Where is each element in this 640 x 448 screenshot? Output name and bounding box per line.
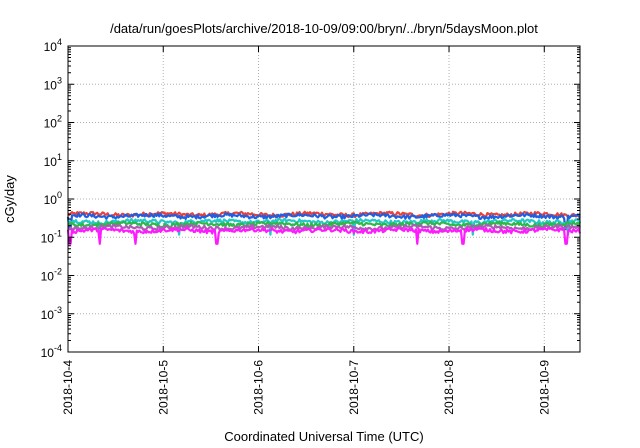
chart-title: /data/run/goesPlots/archive/2018-10-09/0… (110, 21, 538, 36)
y-tick-label: 10-2 (41, 267, 62, 284)
y-tick-label: 101 (44, 152, 62, 169)
series-line (66, 226, 582, 245)
series-layer (66, 210, 582, 245)
series-line (66, 212, 581, 231)
y-tick-label: 103 (44, 75, 62, 92)
series-line (67, 220, 581, 229)
y-tick-label: 100 (44, 190, 62, 207)
y-tick-label: 10-4 (41, 343, 62, 360)
x-tick-label: 2018-10-4 (61, 360, 75, 415)
ticks: 10-4 10-3 10-2 10-1 100 101 102 103 104 2018-10-4… (41, 37, 580, 415)
y-axis-label: cGy/day (2, 175, 17, 223)
grid (68, 46, 580, 352)
x-tick-label: 2018-10-7 (347, 360, 361, 415)
x-tick-label: 2018-10-6 (252, 360, 266, 415)
y-tick-label: 104 (44, 37, 62, 54)
y-tick-label: 10-1 (41, 228, 62, 245)
x-axis-label: Coordinated Universal Time (UTC) (224, 429, 423, 444)
y-tick-label: 102 (44, 114, 62, 131)
x-tick-label: 2018-10-9 (537, 360, 551, 415)
x-tick-label: 2018-10-8 (442, 360, 456, 415)
x-tick-label: 2018-10-5 (156, 360, 170, 415)
y-tick-label: 10-3 (41, 305, 62, 322)
